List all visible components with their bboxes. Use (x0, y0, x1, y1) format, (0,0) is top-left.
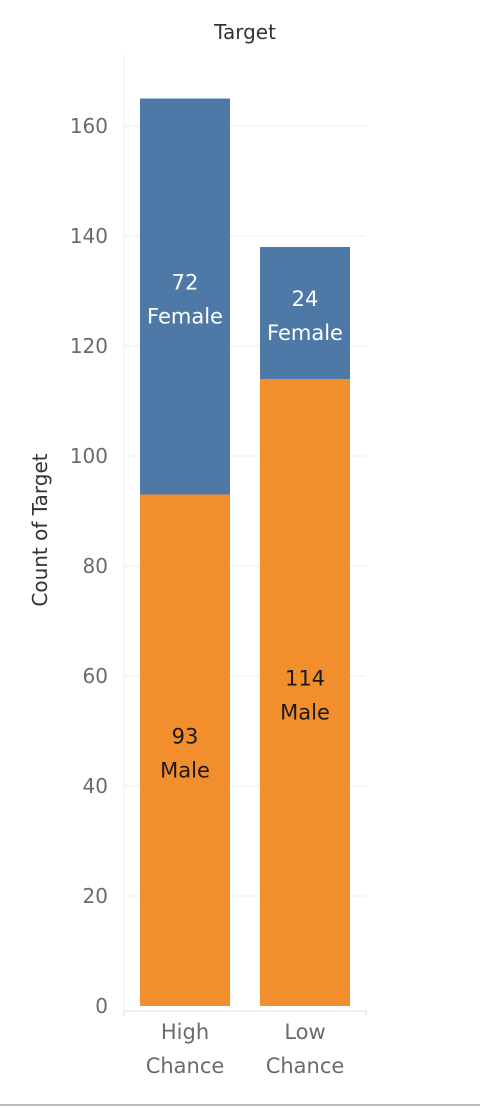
data-label-value: 24 (292, 287, 319, 311)
y-tick-label: 140 (70, 224, 108, 248)
axes (123, 55, 367, 1016)
bar-male-high-chance[interactable] (140, 494, 230, 1007)
tick-labels: 0 20 40 60 80 100 120 140 160 High Chance Low Chance (70, 114, 345, 1078)
y-tick-label: 0 (95, 994, 108, 1018)
y-tick-label: 20 (83, 884, 108, 908)
bar-female-high-chance[interactable] (140, 98, 230, 495)
bar-male-low-chance[interactable] (260, 379, 350, 1006)
y-tick-label: 60 (83, 664, 108, 688)
x-tick-label: High (161, 1020, 209, 1044)
bottom-divider (0, 1104, 480, 1106)
x-tick-label: Low (284, 1020, 325, 1044)
x-tick-label: Chance (146, 1054, 225, 1078)
bars (140, 98, 350, 1007)
data-label-series: Male (280, 701, 330, 725)
chart-title: Target (213, 20, 276, 44)
data-labels: 93 Male 72 Female 114 Male 24 Female (147, 271, 343, 783)
data-label-series: Female (267, 321, 343, 345)
data-label-value: 72 (172, 271, 199, 295)
y-tick-label: 120 (70, 334, 108, 358)
data-label-value: 93 (172, 724, 199, 748)
y-tick-label: 160 (70, 114, 108, 138)
y-tick-label: 40 (83, 774, 108, 798)
bar-female-low-chance[interactable] (260, 247, 350, 379)
y-axis-label: Count of Target (28, 453, 52, 606)
y-tick-label: 80 (83, 554, 108, 578)
data-label-value: 114 (285, 667, 325, 691)
y-tick-label: 100 (70, 444, 108, 468)
data-label-series: Male (160, 758, 210, 782)
x-tick-label: Chance (266, 1054, 345, 1078)
data-label-series: Female (147, 305, 223, 329)
